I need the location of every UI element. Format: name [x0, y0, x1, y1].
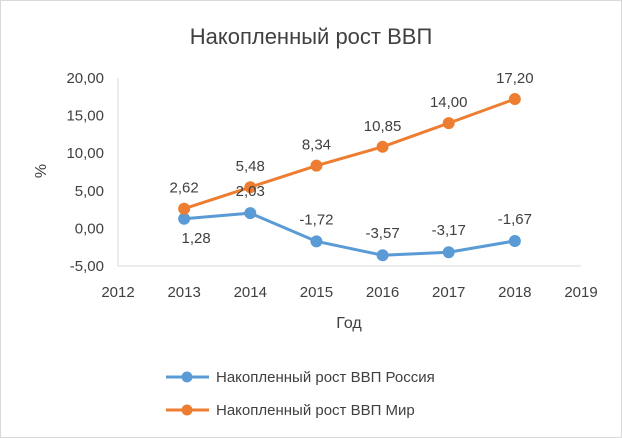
data-point	[508, 234, 521, 247]
data-label: 14,00	[430, 94, 468, 111]
legend-marker	[181, 371, 193, 383]
data-point	[178, 202, 191, 215]
data-point	[310, 235, 323, 248]
y-tick-label: -5,00	[70, 258, 104, 275]
data-label: -3,17	[432, 222, 466, 239]
x-tick-label: 2014	[234, 284, 267, 301]
data-label: -1,67	[498, 211, 532, 228]
data-label: 17,20	[496, 70, 534, 87]
legend-label: Накопленный рост ВВП Россия	[216, 369, 435, 386]
chart-data-labels: 1,28 2,03 -1,72 -3,57 -3,17 -1,67 2,62 5,48 8,34…	[170, 70, 534, 247]
y-tick-label: 15,00	[66, 108, 104, 125]
data-point	[376, 140, 389, 153]
chart-series	[178, 93, 521, 262]
x-tick-label: 2017	[432, 284, 465, 301]
x-tick-label: 2013	[167, 284, 200, 301]
series-line-0	[184, 211, 516, 257]
y-tick-label: 10,00	[66, 145, 104, 162]
data-label: 1,28	[182, 230, 211, 247]
data-label: 5,48	[236, 158, 265, 175]
chart-title: Накопленный рост ВВП	[190, 24, 433, 49]
data-point	[244, 207, 257, 220]
data-point	[508, 93, 521, 106]
data-point	[310, 159, 323, 172]
data-label: -3,57	[365, 225, 399, 242]
data-label: 2,03	[236, 183, 265, 200]
data-point	[442, 246, 455, 259]
legend-marker	[181, 404, 193, 416]
y-tick-label: 0,00	[75, 220, 104, 237]
x-tick-label: 2019	[564, 284, 597, 301]
series-line-1	[183, 97, 516, 211]
data-point	[376, 249, 389, 262]
y-tick-label: 5,00	[75, 183, 104, 200]
chart-legend: Накопленный рост ВВП Россия Накопленный р…	[166, 369, 435, 419]
chart-axes: -5,00 0,00 5,00 10,00 15,00 20,00 2012 2013 2014…	[66, 70, 597, 301]
y-tick-label: 20,00	[66, 70, 104, 87]
data-label: -1,72	[299, 211, 333, 228]
x-tick-label: 2016	[366, 284, 399, 301]
x-tick-label: 2018	[498, 284, 531, 301]
y-axis-label: %	[33, 164, 50, 178]
data-label: 2,62	[170, 180, 199, 197]
x-axis-label: Год	[336, 315, 362, 332]
x-tick-label: 2012	[101, 284, 134, 301]
data-label: 8,34	[302, 137, 331, 154]
x-tick-label: 2015	[300, 284, 333, 301]
legend-label: Накопленный рост ВВП Мир	[216, 402, 415, 419]
data-point	[178, 212, 191, 225]
data-label: 10,85	[364, 118, 402, 135]
data-point	[442, 117, 455, 130]
data-point	[244, 181, 257, 194]
